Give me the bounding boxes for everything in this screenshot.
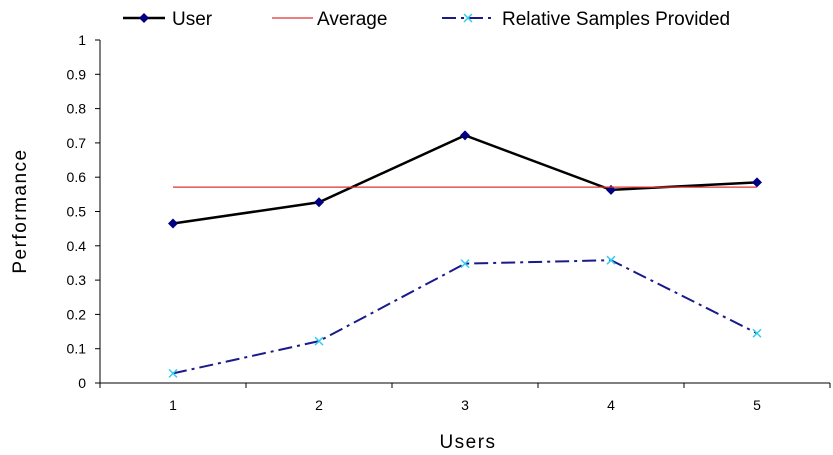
- diamond-marker: [752, 177, 762, 188]
- series-user: [168, 130, 762, 229]
- diamond-marker: [168, 218, 178, 229]
- x-marker-stroke: [752, 328, 762, 338]
- series-line: [172, 134, 758, 225]
- x-tick-label: 3: [461, 397, 469, 413]
- legend-item: Relative Samples Provided: [442, 9, 730, 30]
- y-tick-label: 0.5: [67, 204, 87, 220]
- y-tick-label: 0: [78, 375, 86, 391]
- y-tick-label: 0.1: [67, 341, 87, 357]
- y-tick-label: 0.7: [67, 135, 87, 151]
- y-tick-label: 0.9: [67, 66, 87, 82]
- series-relative-samples-provided: [168, 255, 762, 378]
- x-marker: [463, 13, 473, 23]
- x-marker-stroke: [606, 255, 616, 265]
- y-tick-label: 0.6: [67, 169, 87, 185]
- x-marker: [314, 336, 324, 346]
- y-tick-label: 1: [78, 32, 86, 48]
- x-marker: [168, 368, 178, 378]
- y-tick-label: 0.2: [67, 306, 87, 322]
- x-marker-stroke: [314, 336, 324, 346]
- diamond-marker: [314, 197, 324, 208]
- diamond-marker: [139, 13, 149, 23]
- x-marker: [752, 328, 762, 338]
- legend-label: Relative Samples Provided: [502, 9, 730, 30]
- x-tick-label: 4: [607, 397, 615, 413]
- series-layer: [168, 130, 762, 378]
- legend-label: User: [172, 9, 213, 30]
- x-tick-label: 5: [753, 397, 761, 413]
- legend-item: Average: [272, 9, 387, 30]
- x-marker-stroke: [168, 368, 178, 378]
- legend-label: Average: [317, 9, 387, 30]
- y-tick-label: 0.3: [67, 272, 87, 288]
- diamond-marker: [460, 130, 470, 141]
- x-ticks: 1 2 3 4 5: [99, 383, 831, 413]
- x-axis-title: Users: [439, 432, 496, 453]
- y-ticks: 0 0.1 0.2 0.3 0.4 0.5 0.6 0.7 0.8 0.9 1: [67, 32, 100, 391]
- series-line: [172, 259, 758, 375]
- y-tick-label: 0.4: [67, 238, 87, 254]
- x-marker-stroke: [460, 259, 470, 269]
- legend: User Average Relative Samples Provided: [123, 9, 730, 30]
- x-marker: [606, 255, 616, 265]
- y-axis-title: Performance: [10, 148, 31, 273]
- x-marker-stroke: [463, 13, 473, 23]
- axes: [99, 40, 830, 384]
- x-tick-label: 1: [169, 397, 177, 413]
- diamond-marker: [606, 184, 616, 195]
- x-tick-label: 2: [315, 397, 323, 413]
- legend-item: User: [123, 9, 213, 30]
- y-tick-label: 0.8: [67, 101, 87, 117]
- x-marker: [460, 259, 470, 269]
